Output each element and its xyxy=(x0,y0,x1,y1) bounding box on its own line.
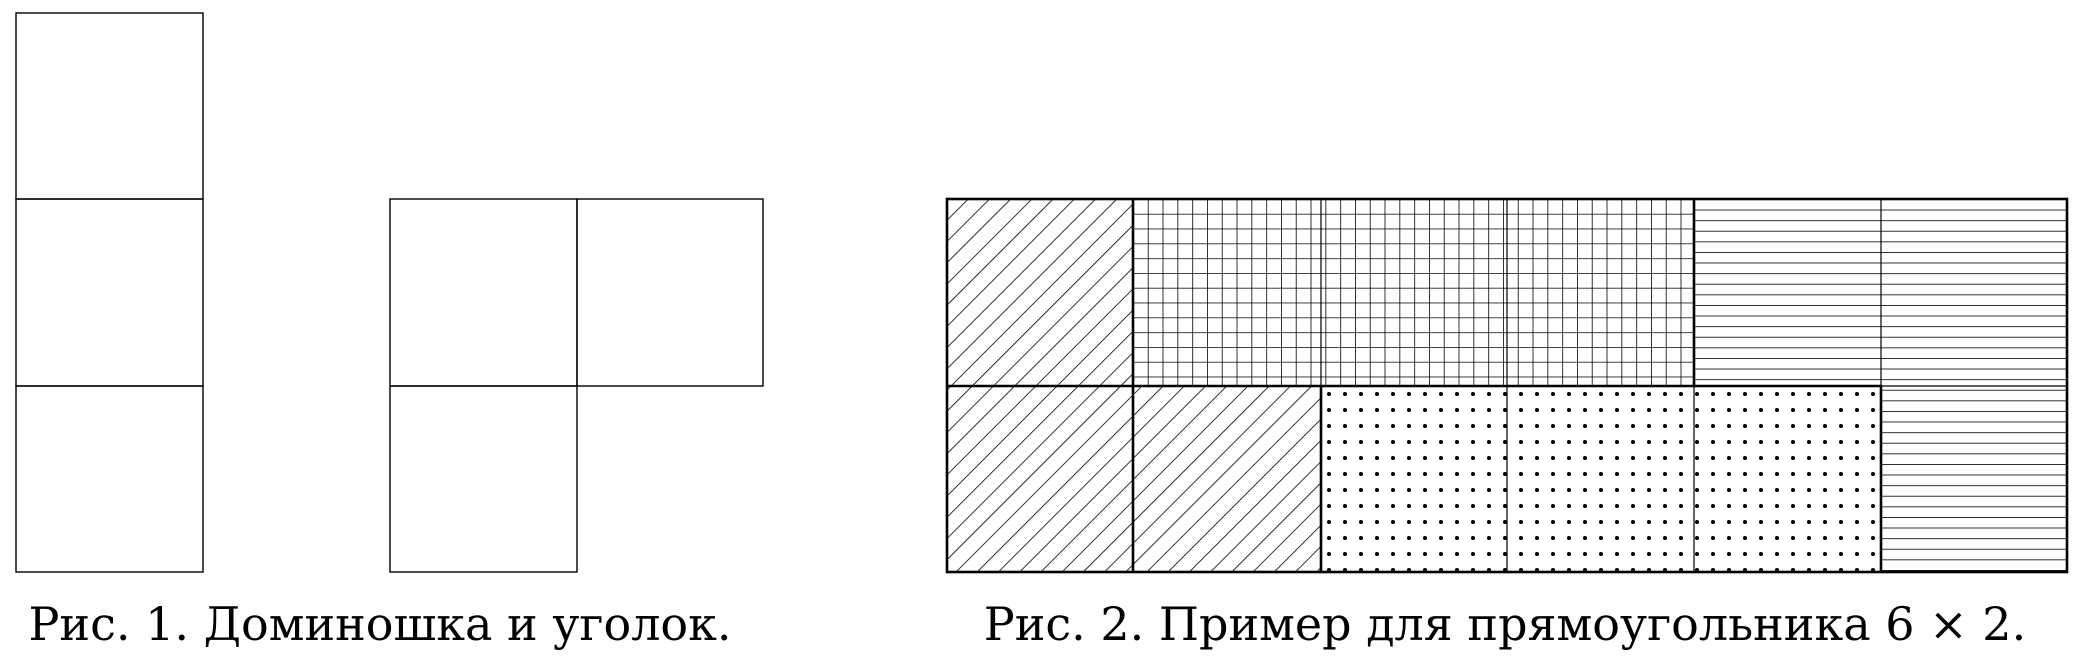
piece-diagonal-fill-2 xyxy=(1133,386,1321,572)
figure2-caption: Рис. 2. Пример для прямоугольника 6 × 2. xyxy=(984,597,2026,651)
straight-cell-3 xyxy=(15,385,204,573)
straight-cell-1 xyxy=(15,12,204,200)
piece-grid-fill xyxy=(1133,199,1694,386)
piece-dotted-fill xyxy=(1321,386,1881,572)
corner-cell-top-right xyxy=(576,198,764,387)
piece-boundaries xyxy=(945,197,2069,574)
straight-cell-2 xyxy=(15,198,204,387)
figure1-caption: Рис. 1. Доминошка и уголок. xyxy=(28,597,731,651)
figure1-corner-piece xyxy=(389,198,764,573)
piece-horizontal-fill-2 xyxy=(1881,386,2067,572)
corner-cell-top-left xyxy=(389,198,578,387)
figure1-straight-piece xyxy=(15,12,204,573)
corner-cell-bottom-left xyxy=(389,385,578,573)
figure2-rectangle xyxy=(945,197,2069,574)
